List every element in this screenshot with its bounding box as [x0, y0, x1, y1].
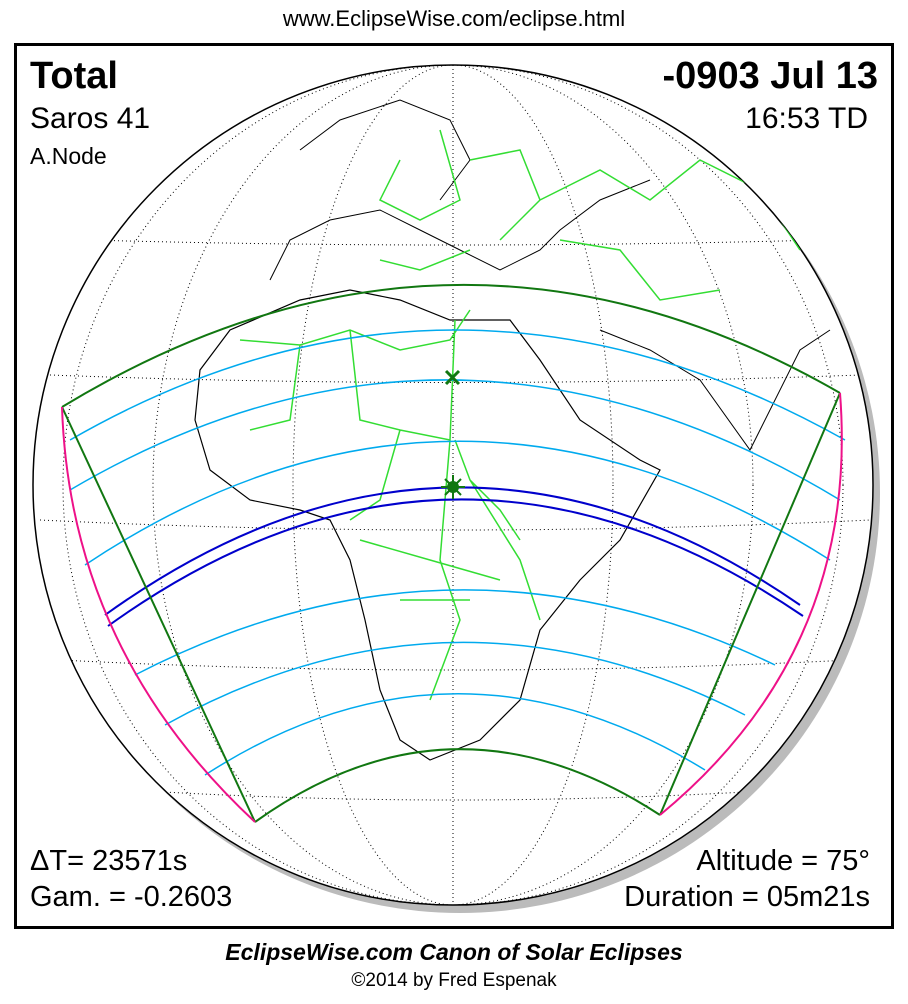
west-limit — [61, 406, 256, 823]
delta-t: ΔT= 23571s — [30, 845, 188, 877]
url-text: www.EclipseWise.com/eclipse.html — [282, 6, 626, 31]
europe-coast — [269, 99, 831, 451]
penumbral-line-6 — [204, 693, 706, 776]
saros-number: Saros 41 — [30, 102, 151, 135]
altitude: Altitude = 75° — [696, 845, 870, 877]
duration: Duration = 05m21s — [624, 881, 870, 913]
penumbral-line-3 — [84, 440, 831, 566]
eclipse-time: 16:53 TD — [745, 102, 868, 135]
node-label: A.Node — [30, 143, 107, 169]
penumbral-line-4 — [134, 589, 776, 676]
footer-title: EclipseWise.com Canon of Solar Eclipses — [225, 939, 683, 965]
graticule — [39, 65, 871, 905]
copyright: ©2014 by Fred Espenak — [351, 970, 557, 991]
southern-limit — [254, 748, 661, 823]
x-icon — [444, 369, 461, 386]
east-set-curve — [659, 392, 843, 816]
northern-limit — [61, 284, 841, 408]
west-rise-curve — [61, 406, 256, 823]
penumbral-line-5 — [164, 641, 746, 726]
eclipse-type: Total — [30, 55, 118, 97]
country-borders — [239, 129, 801, 701]
eclipse-date: -0903 Jul 13 — [662, 55, 878, 97]
central-path-south — [107, 498, 804, 627]
star-icon — [441, 475, 465, 499]
gamma: Gam. = -0.2603 — [30, 881, 233, 913]
africa-coast — [194, 289, 661, 761]
penumbral-line-1 — [69, 329, 846, 441]
east-limit — [659, 392, 841, 816]
map-frame — [14, 43, 894, 929]
